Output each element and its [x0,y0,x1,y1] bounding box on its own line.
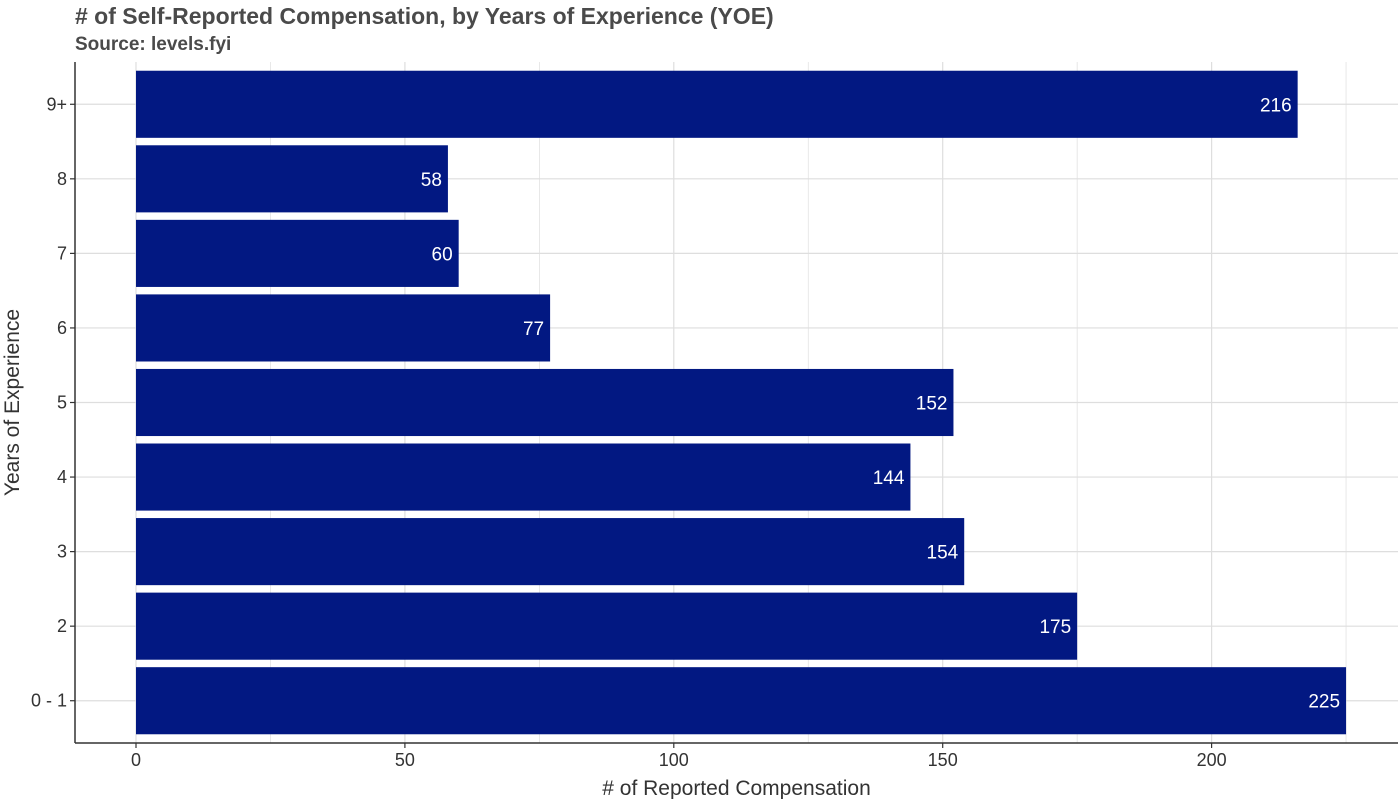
bar-value-label: 77 [523,319,544,340]
bar-4 [136,443,911,511]
bar-5 [136,368,954,437]
bar-7 [136,219,459,287]
y-tick-label: 6 [57,318,67,338]
bar-3 [136,518,965,586]
bar-9plus [136,70,1298,138]
bar-value-label: 58 [421,170,442,191]
bar-0-1 [136,667,1347,735]
x-tick-label: 0 [131,750,141,770]
tick-labels: 0 - 1 2 3 4 5 6 7 8 9+ 0 50 100 150 200 [31,94,1227,770]
bar-value-labels: 225 175 154 144 152 77 60 58 216 [421,95,1340,712]
x-tick-label: 200 [1197,750,1227,770]
y-tick-label: 9+ [46,94,67,114]
y-tick-label: 4 [57,467,67,487]
x-tick-label: 150 [928,750,958,770]
axes [70,62,1398,748]
bar-value-label: 154 [927,543,959,564]
bar-value-label: 225 [1308,692,1340,713]
y-tick-label: 8 [57,169,67,189]
y-tick-label: 3 [57,542,67,562]
y-tick-label: 0 - 1 [31,691,67,711]
chart-subtitle: Source: levels.fyi [75,34,232,55]
bar-value-label: 144 [873,468,905,489]
y-tick-label: 5 [57,393,67,413]
y-tick-label: 7 [57,243,67,263]
bar-8 [136,145,448,213]
y-tick-label: 2 [57,616,67,636]
bar-value-label: 152 [916,394,948,415]
x-tick-label: 50 [395,750,415,770]
bar-2 [136,592,1078,660]
x-axis-title: # of Reported Compensation [602,777,871,799]
bar-value-label: 60 [432,244,453,265]
bars [136,70,1347,735]
y-axis-title: Years of Experience [1,309,24,496]
bar-value-label: 216 [1260,95,1292,116]
chart-title: # of Self-Reported Compensation, by Year… [75,3,774,29]
bar-value-label: 175 [1039,617,1071,638]
x-tick-label: 100 [659,750,689,770]
bar-6 [136,294,551,362]
